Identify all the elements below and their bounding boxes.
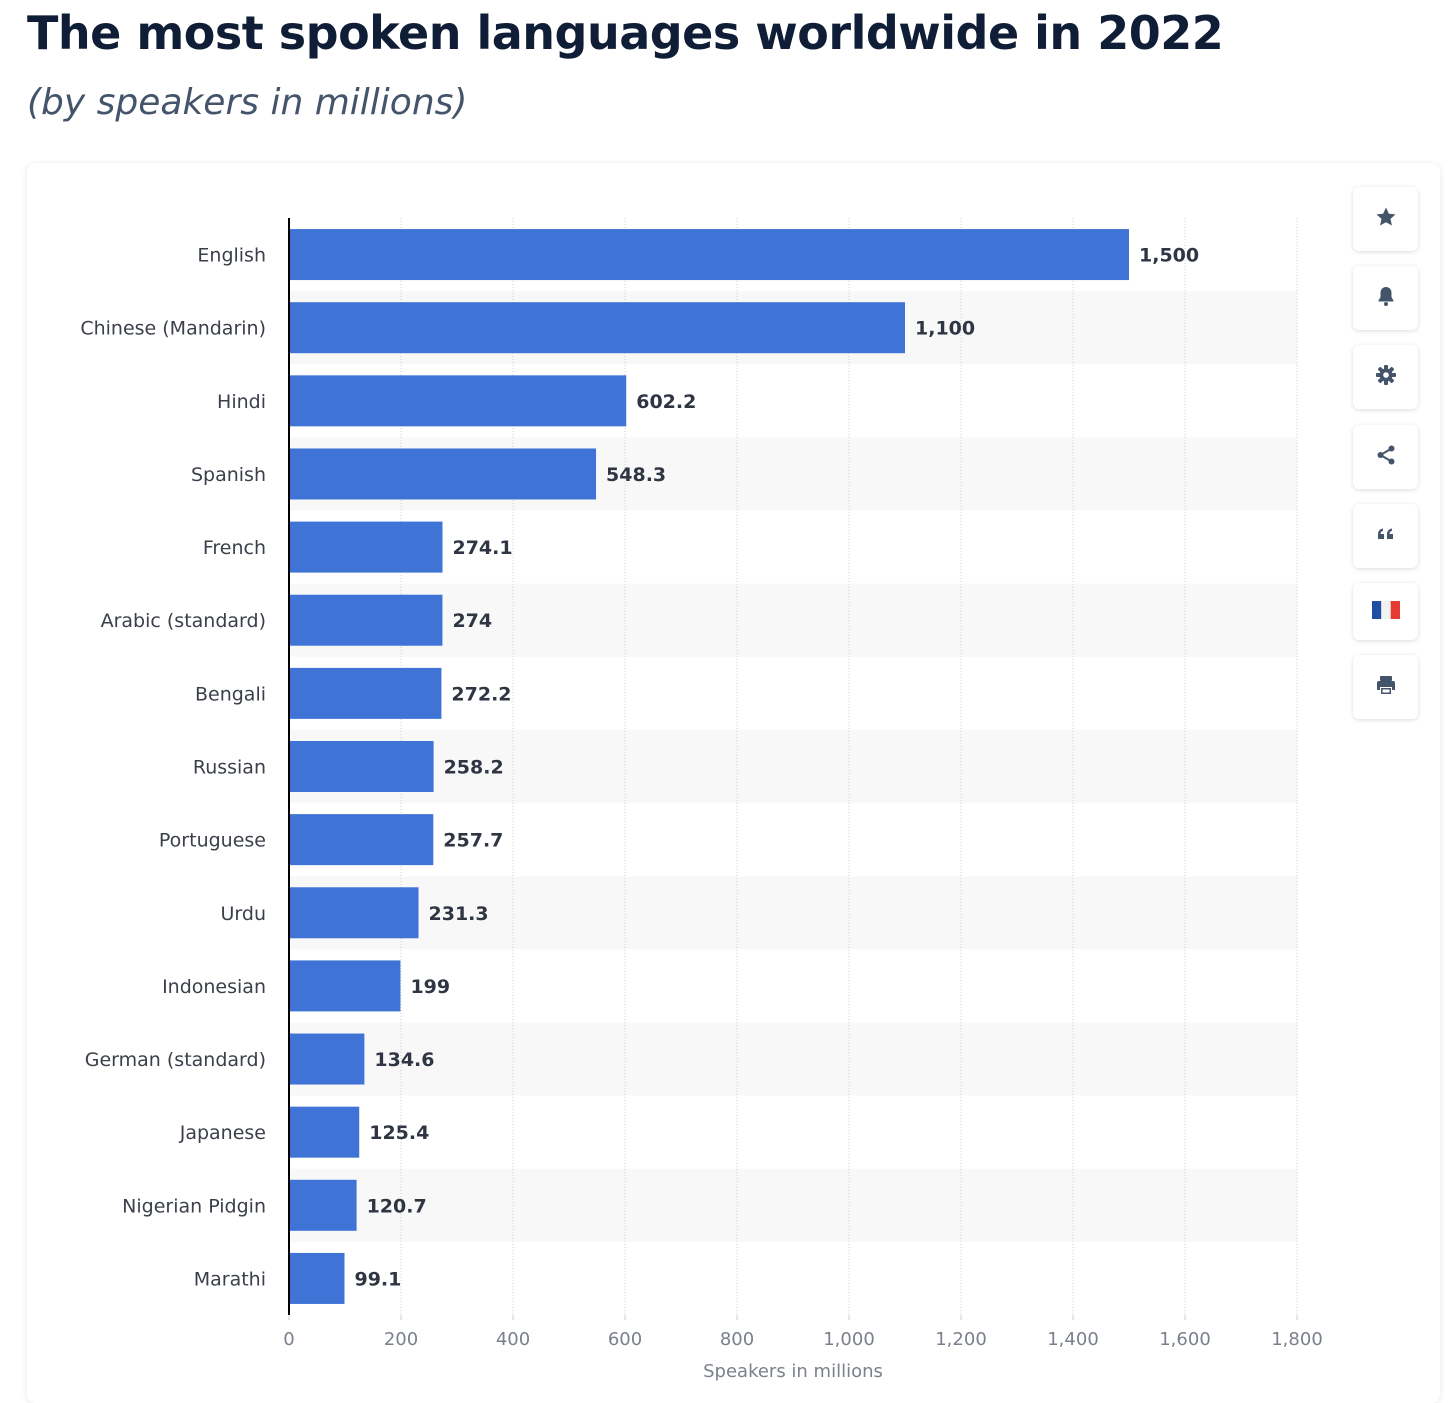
bar [289,594,443,646]
x-tick-label: 1,200 [935,1329,987,1350]
favorite-button[interactable] [1353,187,1418,251]
bar [289,1252,345,1304]
quote-icon [1374,522,1398,550]
value-label: 99.1 [354,1268,401,1290]
x-axis-title: Speakers in millions [703,1361,883,1382]
x-tick-label: 0 [283,1329,294,1350]
x-tick-label: 1,400 [1047,1329,1099,1350]
x-tick-label: 1,600 [1159,1329,1211,1350]
bar [289,229,1129,281]
category-label: Arabic (standard) [101,610,266,632]
bar [289,302,905,354]
bell-icon [1374,284,1398,312]
bar [289,448,597,500]
value-label: 257.7 [443,830,503,852]
notification-button[interactable] [1353,266,1418,330]
value-label: 602.2 [636,391,696,413]
x-tick-label: 1,800 [1271,1329,1323,1350]
bar [289,1179,357,1231]
x-tick-label: 1,000 [823,1329,875,1350]
bar [289,887,419,939]
gear-icon [1374,363,1398,391]
category-label: English [197,245,266,267]
value-label: 125.4 [369,1122,429,1144]
x-tick-label: 400 [496,1329,530,1350]
category-label: Indonesian [162,976,266,998]
x-tick-label: 600 [608,1329,642,1350]
printer-icon [1374,673,1398,701]
share-button[interactable] [1353,425,1418,489]
category-label: Portuguese [159,830,266,852]
value-label: 548.3 [606,464,666,486]
category-label: German (standard) [85,1049,266,1071]
value-label: 120.7 [367,1195,427,1217]
settings-button[interactable] [1353,345,1418,409]
x-tick-label: 800 [720,1329,754,1350]
row-band [289,1168,1297,1242]
value-label: 274 [452,610,492,632]
bar [289,521,443,573]
x-tick-label: 200 [384,1329,418,1350]
page-title: The most spoken languages worldwide in 2… [27,6,1224,60]
category-label: Marathi [194,1268,266,1290]
share-icon [1374,443,1398,471]
bar [289,1106,360,1158]
category-label: Chinese (Mandarin) [80,318,266,340]
category-label: Russian [193,757,266,779]
category-label: Urdu [221,903,267,925]
category-label: Hindi [217,391,266,413]
row-band [289,876,1297,950]
cite-button[interactable] [1353,504,1418,568]
row-band [289,1022,1297,1096]
value-label: 274.1 [452,537,512,559]
category-label: Japanese [179,1122,266,1144]
value-label: 1,100 [915,318,975,340]
category-label: Bengali [195,683,266,705]
value-label: 272.2 [451,683,511,705]
value-label: 199 [410,976,450,998]
bar [289,667,442,719]
bar [289,375,627,427]
language-button[interactable] [1353,583,1418,640]
row-band [289,729,1297,804]
page-subtitle: (by speakers in millions) [27,82,468,123]
category-label: Nigerian Pidgin [122,1195,266,1217]
bar [289,741,434,792]
category-label: Spanish [191,464,266,486]
star-icon [1374,205,1398,233]
bar [289,960,401,1012]
row-band [289,583,1297,657]
category-label: French [203,537,266,559]
value-label: 134.6 [374,1049,434,1071]
value-label: 258.2 [444,757,504,779]
print-button[interactable] [1353,655,1418,719]
value-label: 1,500 [1139,245,1199,267]
french-flag-icon [1371,598,1401,626]
bar [289,814,434,866]
bar [289,1033,365,1085]
value-label: 231.3 [429,903,489,925]
